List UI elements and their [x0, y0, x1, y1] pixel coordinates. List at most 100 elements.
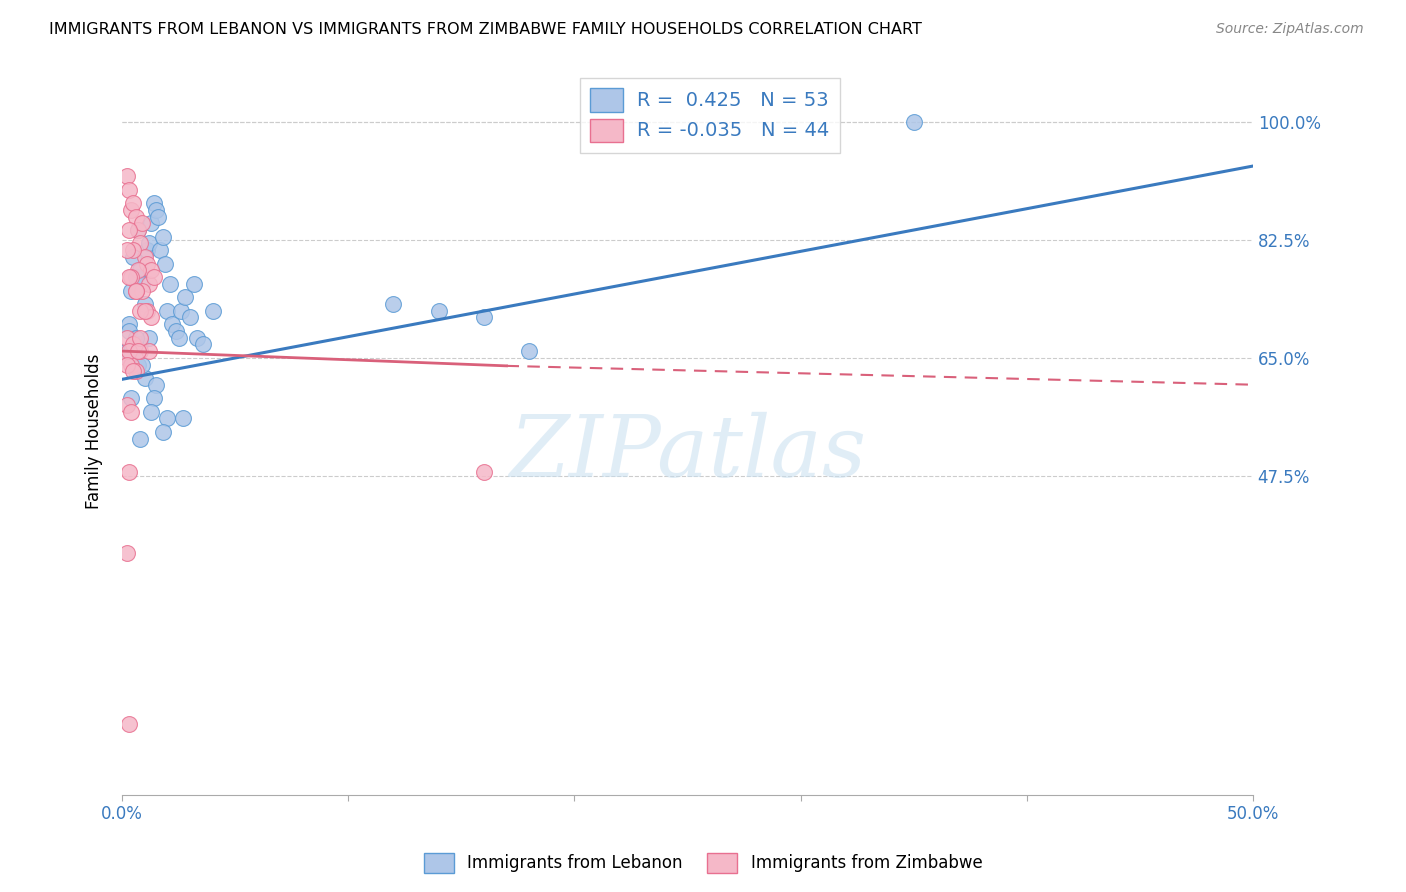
Point: [156, 411, 179, 425]
Point: [136, 257, 159, 271]
Point: [115, 358, 138, 372]
Point: [472, 310, 495, 325]
Point: [127, 223, 149, 237]
Point: [129, 236, 152, 251]
Point: [183, 277, 205, 291]
Point: [134, 297, 156, 311]
Point: [115, 398, 138, 412]
Point: [124, 284, 146, 298]
Point: [903, 115, 925, 129]
Legend: Immigrants from Lebanon, Immigrants from Zimbabwe: Immigrants from Lebanon, Immigrants from…: [416, 847, 990, 880]
Point: [427, 303, 450, 318]
Point: [129, 303, 152, 318]
Point: [124, 364, 146, 378]
Point: [118, 223, 141, 237]
Point: [136, 243, 159, 257]
Point: [120, 270, 142, 285]
Point: [517, 344, 540, 359]
Point: [129, 330, 152, 344]
Text: ZIPatlas: ZIPatlas: [509, 412, 866, 495]
Point: [153, 257, 176, 271]
Point: [118, 717, 141, 731]
Point: [160, 317, 183, 331]
Point: [122, 250, 145, 264]
Point: [115, 330, 138, 344]
Point: [201, 303, 224, 318]
Point: [129, 432, 152, 446]
Point: [115, 344, 138, 359]
Point: [152, 425, 174, 439]
Point: [152, 229, 174, 244]
Point: [118, 183, 141, 197]
Point: [141, 404, 163, 418]
Point: [167, 330, 190, 344]
Point: [134, 371, 156, 385]
Point: [124, 270, 146, 285]
Point: [138, 344, 160, 359]
Point: [131, 358, 153, 372]
Point: [472, 465, 495, 479]
Point: [148, 210, 170, 224]
Point: [131, 284, 153, 298]
Point: [115, 243, 138, 257]
Point: [127, 223, 149, 237]
Point: [118, 465, 141, 479]
Point: [172, 411, 194, 425]
Point: [120, 358, 142, 372]
Point: [122, 337, 145, 351]
Point: [118, 270, 141, 285]
Point: [129, 337, 152, 351]
Point: [156, 303, 179, 318]
Point: [159, 277, 181, 291]
Point: [186, 330, 208, 344]
Point: [124, 330, 146, 344]
Point: [120, 391, 142, 405]
Legend: R =  0.425   N = 53, R = -0.035   N = 44: R = 0.425 N = 53, R = -0.035 N = 44: [579, 78, 841, 153]
Point: [142, 391, 165, 405]
Point: [138, 277, 160, 291]
Point: [118, 344, 141, 359]
Point: [115, 351, 138, 365]
Point: [120, 344, 142, 359]
Point: [179, 310, 201, 325]
Point: [136, 303, 159, 318]
Point: [131, 277, 153, 291]
Point: [145, 202, 167, 217]
Point: [115, 169, 138, 183]
Text: IMMIGRANTS FROM LEBANON VS IMMIGRANTS FROM ZIMBABWE FAMILY HOUSEHOLDS CORRELATIO: IMMIGRANTS FROM LEBANON VS IMMIGRANTS FR…: [49, 22, 922, 37]
Point: [165, 324, 187, 338]
Point: [142, 270, 165, 285]
Point: [138, 236, 160, 251]
Point: [115, 546, 138, 560]
Point: [118, 324, 141, 338]
Point: [138, 330, 160, 344]
Point: [145, 377, 167, 392]
Point: [127, 344, 149, 359]
Point: [124, 210, 146, 224]
Point: [149, 243, 172, 257]
Point: [127, 263, 149, 277]
Point: [122, 196, 145, 211]
Point: [118, 317, 141, 331]
Point: [127, 358, 149, 372]
Point: [170, 303, 193, 318]
Point: [120, 202, 142, 217]
Point: [142, 196, 165, 211]
Text: Source: ZipAtlas.com: Source: ZipAtlas.com: [1216, 22, 1364, 37]
Point: [382, 297, 405, 311]
Point: [141, 216, 163, 230]
Point: [141, 263, 163, 277]
Point: [122, 344, 145, 359]
Point: [124, 284, 146, 298]
Point: [134, 250, 156, 264]
Point: [141, 310, 163, 325]
Point: [134, 303, 156, 318]
Point: [129, 263, 152, 277]
Point: [120, 404, 142, 418]
Point: [122, 364, 145, 378]
Point: [131, 216, 153, 230]
Point: [174, 290, 197, 304]
Point: [193, 337, 215, 351]
Point: [122, 243, 145, 257]
Point: [120, 284, 142, 298]
